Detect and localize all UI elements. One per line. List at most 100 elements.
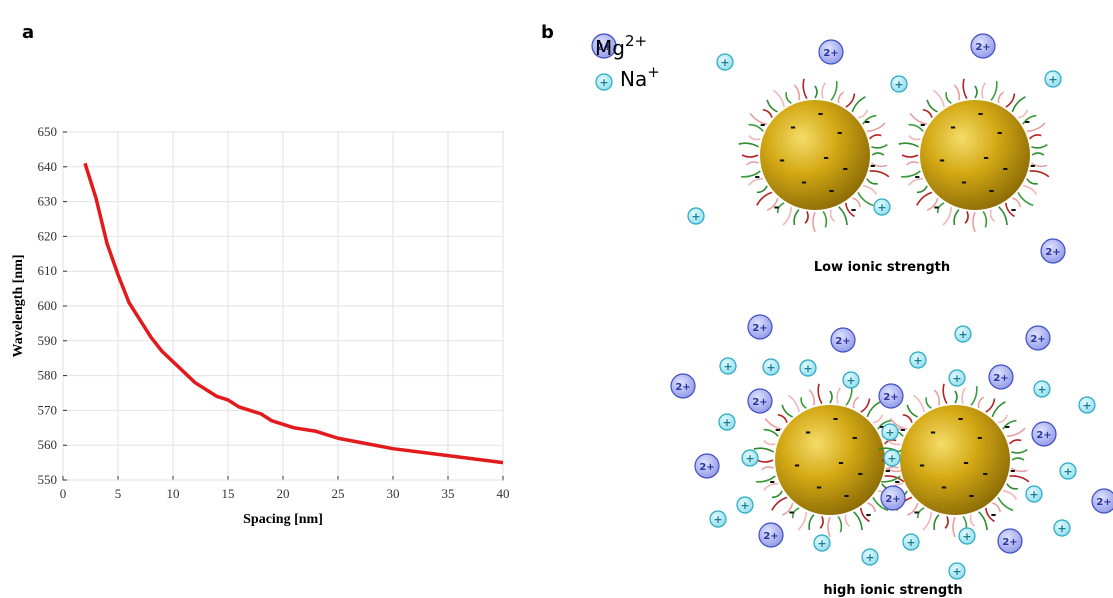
ligand <box>860 507 870 523</box>
charge: - <box>864 114 870 130</box>
ligand <box>738 142 759 148</box>
charge: - <box>914 169 920 185</box>
ligand <box>866 122 886 133</box>
ion-circle <box>830 327 856 353</box>
na-ion: + <box>595 73 613 91</box>
gold-core <box>775 405 885 515</box>
charge: - <box>842 161 848 177</box>
x-axis-label: Spacing [nm] <box>243 512 323 527</box>
mg-ion: 2+ <box>1031 421 1057 447</box>
ligand <box>741 154 759 158</box>
ion-circle <box>747 388 773 414</box>
na-ion: + <box>718 413 736 431</box>
ligand <box>1029 170 1050 178</box>
na-ion: + <box>1044 70 1062 88</box>
ion-circle <box>909 351 927 369</box>
panel-label: b <box>541 22 554 43</box>
na-ion: + <box>890 75 908 93</box>
ion-circle <box>818 39 844 65</box>
ion-circle <box>902 533 920 551</box>
diagram: ---- ----- ---- ----- ----- ---- ----- ----- ---… <box>591 33 1113 580</box>
ion-label: + <box>740 499 749 512</box>
ligand <box>944 516 949 529</box>
na-ion: + <box>948 369 966 387</box>
ion-circle <box>716 53 734 71</box>
ligand <box>972 211 976 233</box>
caption: high ionic strength <box>823 583 962 598</box>
ligand <box>836 387 842 404</box>
ligand <box>916 185 928 194</box>
caption: Low ionic strength <box>814 260 950 275</box>
ligand <box>1009 475 1030 483</box>
ion-circle <box>958 527 976 545</box>
na-ion: + <box>813 534 831 552</box>
charge: - <box>1004 419 1010 435</box>
ligand <box>851 96 866 113</box>
ligand <box>761 466 774 471</box>
ion-label: 2+ <box>1036 430 1051 441</box>
ion-label: 2+ <box>885 494 900 505</box>
na-ion: + <box>1033 380 1051 398</box>
ligand <box>793 84 801 101</box>
ligand <box>942 383 948 404</box>
ion-circle <box>873 198 891 216</box>
ligand <box>970 386 978 406</box>
charge: - <box>997 125 1003 141</box>
ion-circle <box>954 325 972 343</box>
ion-circle <box>880 485 906 511</box>
ion-circle <box>799 359 817 377</box>
ligand <box>901 170 921 178</box>
ligand <box>962 78 968 99</box>
ligand <box>909 112 928 125</box>
charge: - <box>991 507 997 523</box>
ligand <box>933 514 940 531</box>
ion-label: + <box>745 452 754 465</box>
ligand <box>1009 439 1022 445</box>
ligand <box>877 419 892 430</box>
ligand <box>756 459 774 463</box>
ligand <box>1017 109 1028 119</box>
ligand <box>997 496 1014 512</box>
nanoparticle: ---- ----- ---- - <box>753 383 905 538</box>
ligand <box>756 191 773 206</box>
ligand <box>776 202 785 214</box>
ion-label: + <box>877 201 886 214</box>
ion-circle <box>1040 238 1066 264</box>
charge: - <box>983 150 989 166</box>
ligand <box>942 206 953 226</box>
charge: - <box>1002 161 1008 177</box>
ion-label: + <box>913 354 922 367</box>
ligand <box>1022 185 1038 195</box>
ion-circle <box>709 510 727 528</box>
ligand <box>1005 93 1016 108</box>
ligand <box>867 502 876 513</box>
ligand <box>838 206 848 226</box>
ligand <box>1010 467 1028 473</box>
ligand <box>785 92 792 104</box>
ligand <box>800 397 807 409</box>
mg-ion: 2+ <box>878 383 904 409</box>
ligand <box>819 516 824 529</box>
charge: - <box>919 458 925 474</box>
na-ion: + <box>902 533 920 551</box>
ligand <box>945 92 952 104</box>
ion-circle <box>988 364 1014 390</box>
charge: - <box>823 150 829 166</box>
ligand <box>1011 457 1025 461</box>
charge: - <box>837 125 843 141</box>
ion-label: + <box>691 210 700 223</box>
ligand <box>793 209 800 226</box>
ligand <box>747 177 764 186</box>
ion-circle <box>878 383 904 409</box>
charge: - <box>950 120 956 136</box>
na-ion: + <box>883 449 901 467</box>
na-ion: + <box>954 325 972 343</box>
charge: - <box>939 153 945 169</box>
mg-ion: 2+ <box>818 39 844 65</box>
charge: - <box>816 480 822 496</box>
ligand <box>981 82 987 99</box>
na-ion: + <box>1078 396 1096 414</box>
ligand <box>764 417 783 430</box>
ligand <box>1022 114 1037 125</box>
y-tick-label: 590 <box>38 333 58 348</box>
